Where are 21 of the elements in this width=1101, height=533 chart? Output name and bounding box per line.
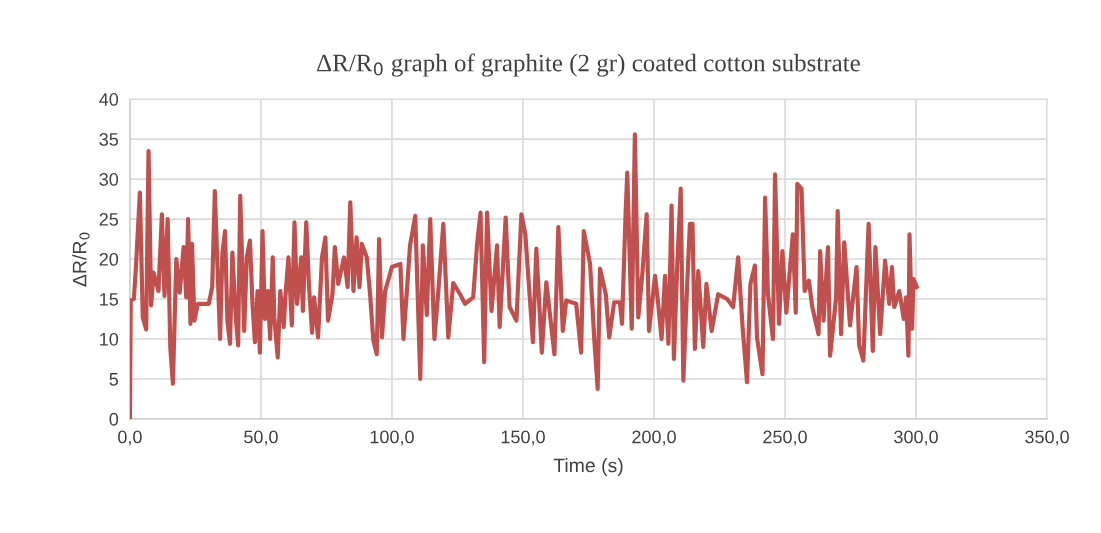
y-axis-title: ΔR/R$_{0}$ [72,232,90,287]
x-tick-label: 200,0 [632,430,676,446]
chart-title: ΔR/R$_{0}$ graph of graphite (2 gr) coated cotton substrate [317,53,860,77]
y-tick-label: 0 [109,412,119,426]
x-tick-label: 150,0 [501,430,545,446]
y-tick-label: 5 [109,373,119,386]
x-tick-label: 0,0 [118,430,142,446]
y-tick-label: 30 [99,173,119,186]
y-tick-label: 25 [99,213,119,226]
line-series [129,132,919,419]
y-tick-label: 35 [99,133,119,146]
y-tick-label: 10 [100,332,119,346]
y-tick-label: 20 [99,252,119,266]
x-tick-label: 50,0 [244,430,278,446]
y-tick-label: 15 [100,293,119,306]
x-tick-label: 350,0 [1025,430,1069,446]
x-axis-title: Time (s) [553,457,623,477]
y-tick-label: 40 [99,93,119,106]
x-tick-label: 100,0 [370,430,414,446]
x-tick-label: 300,0 [894,430,938,446]
x-tick-label: 250,0 [763,430,807,446]
